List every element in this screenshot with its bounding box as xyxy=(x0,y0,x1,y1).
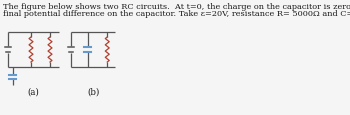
Text: (a): (a) xyxy=(28,87,40,96)
Text: The figure below shows two RC circuits.  At t=0, the charge on the capacitor is : The figure below shows two RC circuits. … xyxy=(3,3,350,11)
Text: (b): (b) xyxy=(87,87,99,96)
Text: final potential difference on the capacitor. Take ε=20V, resistance R= 5000Ω and: final potential difference on the capaci… xyxy=(3,10,350,18)
